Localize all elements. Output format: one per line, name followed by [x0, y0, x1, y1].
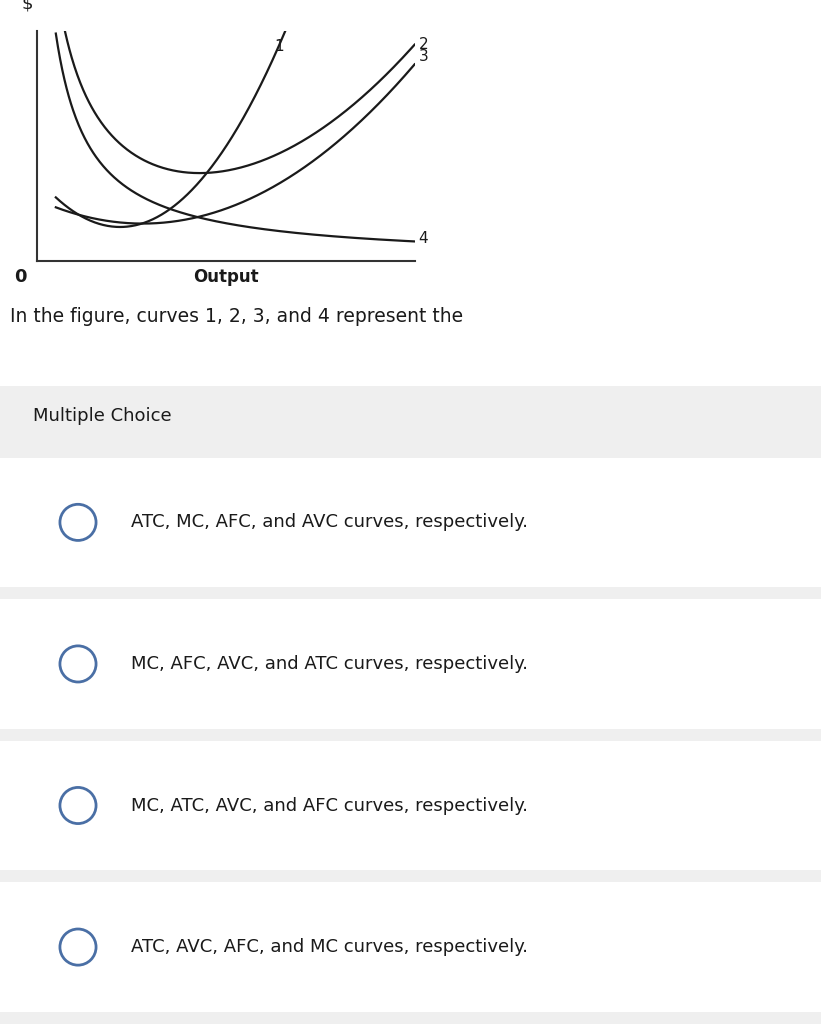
Text: 2: 2 [419, 37, 428, 52]
X-axis label: Output: Output [193, 268, 259, 286]
Text: Multiple Choice: Multiple Choice [33, 407, 172, 425]
Text: 3: 3 [419, 49, 428, 65]
Text: In the figure, curves 1, 2, 3, and 4 represent the: In the figure, curves 1, 2, 3, and 4 rep… [10, 307, 463, 327]
Text: 4: 4 [419, 230, 428, 246]
Text: ATC, MC, AFC, and AVC curves, respectively.: ATC, MC, AFC, and AVC curves, respective… [131, 513, 529, 531]
Text: ATC, AVC, AFC, and MC curves, respectively.: ATC, AVC, AFC, and MC curves, respective… [131, 938, 529, 956]
Text: MC, ATC, AVC, and AFC curves, respectively.: MC, ATC, AVC, and AFC curves, respective… [131, 797, 529, 814]
Text: MC, AFC, AVC, and ATC curves, respectively.: MC, AFC, AVC, and ATC curves, respective… [131, 655, 529, 673]
Text: 1: 1 [274, 39, 284, 54]
Text: 0: 0 [14, 268, 27, 287]
Text: $: $ [21, 0, 34, 12]
